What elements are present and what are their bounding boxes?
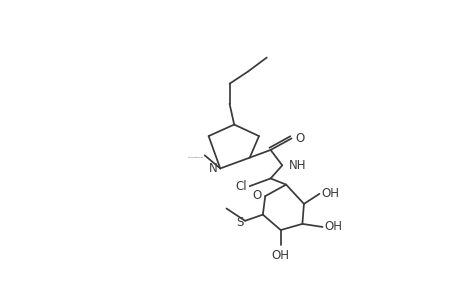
Text: OH: OH bbox=[271, 248, 289, 262]
Text: O: O bbox=[252, 189, 261, 202]
Text: methyl shown as line: methyl shown as line bbox=[188, 156, 203, 158]
Text: OH: OH bbox=[324, 220, 342, 233]
Text: O: O bbox=[295, 132, 304, 145]
Text: S: S bbox=[235, 216, 243, 229]
Text: OH: OH bbox=[321, 187, 339, 200]
Text: Cl: Cl bbox=[235, 180, 246, 193]
Text: N: N bbox=[209, 162, 218, 175]
Text: NH: NH bbox=[288, 159, 305, 172]
